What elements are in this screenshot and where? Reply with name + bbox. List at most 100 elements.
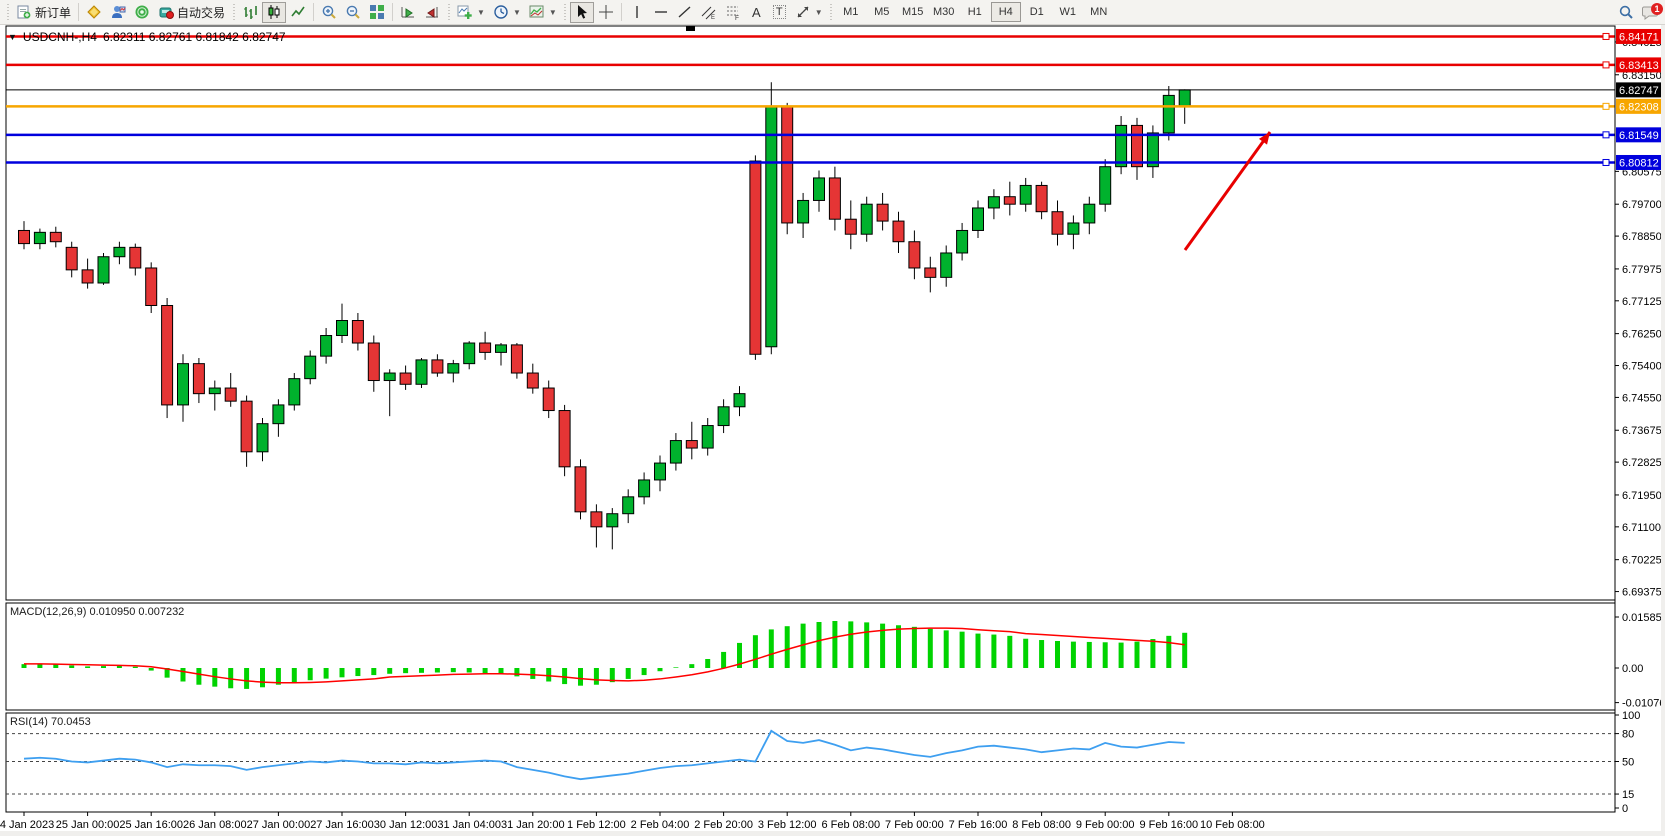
timeframe-button-m1[interactable]: M1 <box>836 2 866 22</box>
notification-badge: 1 <box>1651 2 1663 15</box>
timeframe-button-mn[interactable]: MN <box>1084 2 1114 22</box>
rsi-line <box>23 729 1185 781</box>
time-tick-label: 3 Feb 12:00 <box>758 819 817 831</box>
hline-handle[interactable] <box>1602 32 1610 40</box>
rsi-tick-label: 50 <box>1622 757 1634 769</box>
timeframe-button-m15[interactable]: M15 <box>898 2 928 22</box>
metaeditor-button[interactable] <box>82 2 106 23</box>
text-icon: A <box>751 4 761 20</box>
hline-handle[interactable] <box>1602 61 1610 69</box>
cursor-tool-button[interactable] <box>569 1 594 23</box>
zoom-out-button[interactable] <box>341 2 365 23</box>
auto-scroll-button[interactable] <box>396 2 420 23</box>
toolbar-drag-handle[interactable] <box>446 4 452 20</box>
main-toolbar: 新订单 自动交易 <box>0 0 1665 25</box>
window-top-marker <box>686 26 695 31</box>
macd-tick-label: -0.01076 <box>1622 698 1665 710</box>
timeframe-button-d1[interactable]: D1 <box>1022 2 1052 22</box>
hline-handle[interactable] <box>1602 131 1610 139</box>
periods-button[interactable]: ▼ <box>489 2 525 23</box>
price-badge-label: 6.82308 <box>1619 101 1659 113</box>
window-bottom-edge <box>0 831 1665 836</box>
fibonacci-tool-button[interactable]: F <box>721 2 745 23</box>
timeframe-button-h4[interactable]: H4 <box>990 2 1021 22</box>
timeframe-button-w1[interactable]: W1 <box>1053 2 1083 22</box>
time-tick-label: 2 Feb 20:00 <box>694 819 753 831</box>
time-tick-label: 9 Feb 16:00 <box>1139 819 1198 831</box>
templates-button[interactable]: ▼ <box>525 2 561 23</box>
bar-chart-icon <box>242 4 258 20</box>
time-tick-label: 31 Jan 04:00 <box>437 819 501 831</box>
equidistant-channel-icon: E <box>701 4 717 20</box>
price-badge <box>1616 82 1662 98</box>
expand-triangle-icon[interactable]: ▼ <box>8 32 17 42</box>
price-tick-label: 6.73675 <box>1622 425 1662 437</box>
toolbar-drag-handle[interactable] <box>5 4 10 20</box>
autotrading-button[interactable]: 自动交易 <box>154 2 229 23</box>
chart-title: ▼ USDCNH-,H4 6.82311 6.82761 6.81842 6.8… <box>8 30 286 44</box>
zoom-in-button[interactable] <box>317 2 341 23</box>
crosshair-tool-button[interactable] <box>594 2 618 23</box>
macd-axis: 0.015856 0.00 -0.01076 <box>1615 612 1665 710</box>
bar-chart-button[interactable] <box>238 2 262 23</box>
price-badge-label: 6.81549 <box>1619 130 1659 142</box>
zoom-out-icon <box>345 4 361 20</box>
price-badge-label: 6.84171 <box>1619 31 1659 43</box>
trendline-tool-button[interactable] <box>673 2 697 23</box>
search-icon <box>1618 4 1634 20</box>
search-button[interactable] <box>1614 2 1638 23</box>
price-tick-label: 6.77125 <box>1622 296 1662 308</box>
tile-windows-icon <box>369 4 385 20</box>
strategy-tester-button[interactable] <box>106 2 130 23</box>
candles <box>18 82 1191 550</box>
time-tick-label: 9 Feb 00:00 <box>1076 819 1135 831</box>
indicators-button[interactable]: ▼ <box>453 2 489 23</box>
time-tick-label: 27 Jan 16:00 <box>310 819 374 831</box>
toolbar-drag-handle[interactable] <box>231 4 237 20</box>
horizontal-line-objects[interactable] <box>6 32 1615 166</box>
panel-frames <box>5 25 1616 813</box>
line-chart-button[interactable] <box>286 2 310 23</box>
rsi-name: RSI(14) <box>10 716 48 728</box>
timeframe-button-h1[interactable]: H1 <box>960 2 990 22</box>
timeframe-button-m5[interactable]: M5 <box>867 2 897 22</box>
svg-text:F: F <box>735 15 739 20</box>
price-tick-label: 6.71950 <box>1622 490 1662 502</box>
candlestick-chart-button[interactable] <box>262 1 287 23</box>
chart-ohlc-values: 6.82311 6.82761 6.81842 6.82747 <box>102 30 286 44</box>
trendline-icon <box>677 4 693 20</box>
trend-arrow-object[interactable] <box>1183 131 1272 251</box>
arrows-tool-button[interactable]: ▼ <box>791 2 827 23</box>
new-order-button[interactable]: 新订单 <box>12 2 75 23</box>
time-tick-label: 8 Feb 08:00 <box>1012 819 1071 831</box>
toolbar-drag-handle[interactable] <box>562 4 568 20</box>
chart-canvas[interactable]: 6.840256.831506.805756.797006.788506.779… <box>0 25 1665 836</box>
text-label-tool-button[interactable]: T <box>768 2 791 23</box>
dropdown-caret-icon: ▼ <box>477 7 485 17</box>
price-axis: 6.840256.831506.805756.797006.788506.779… <box>1614 26 1662 812</box>
toolbar-drag-handle[interactable] <box>828 4 834 20</box>
hline-handle[interactable] <box>1602 102 1610 110</box>
price-badge-label: 6.80812 <box>1619 157 1659 169</box>
text-tool-button[interactable]: A <box>745 2 768 23</box>
clock-icon <box>493 4 509 20</box>
time-tick-label: 30 Jan 12:00 <box>374 819 438 831</box>
vertical-line-tool-button[interactable] <box>625 2 649 23</box>
indicators-add-icon <box>457 4 473 20</box>
chart-shift-button[interactable] <box>420 2 444 23</box>
price-tick-label: 6.71100 <box>1622 522 1661 534</box>
horizontal-line-tool-button[interactable] <box>649 2 673 23</box>
signals-button[interactable] <box>130 2 154 23</box>
rsi-value: 70.0453 <box>50 716 91 728</box>
notifications-button[interactable]: 1 <box>1638 2 1663 23</box>
equidistant-channel-tool-button[interactable]: E <box>697 2 721 23</box>
cursor-icon <box>574 4 590 20</box>
text-label-icon: T <box>772 5 786 19</box>
tile-windows-button[interactable] <box>365 2 389 23</box>
price-badge <box>1616 57 1662 73</box>
timeframe-button-m30[interactable]: M30 <box>929 2 959 22</box>
hline-handle[interactable] <box>1602 158 1610 166</box>
macd-tick-label: 0.00 <box>1622 663 1643 675</box>
price-badge-label: 6.82747 <box>1619 85 1659 97</box>
time-tick-label: 27 Jan 00:00 <box>247 819 311 831</box>
